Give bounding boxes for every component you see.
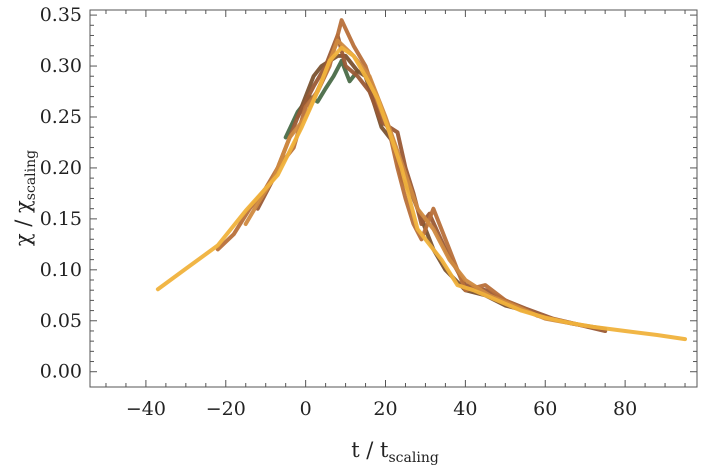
y-tick-label: 0.15 [40, 208, 82, 230]
y-tick-label: 0.05 [40, 310, 82, 332]
x-tick-label: 0 [300, 398, 312, 420]
y-tick-label: 0.10 [40, 259, 82, 281]
ticks [90, 10, 697, 387]
x-tick-label: −40 [126, 398, 166, 420]
y-tick-label: 0.20 [40, 157, 82, 179]
y-tick-label: 0.30 [40, 55, 82, 77]
series-layer [155, 18, 687, 342]
tick-labels: −40 −20 0 20 40 60 80 0.00 0.05 0.10 0.15 0.20 0.25 0… [40, 4, 638, 420]
x-tick-label: 60 [533, 398, 557, 420]
y-tick-label: 0.00 [40, 361, 82, 383]
x-tick-label: −20 [206, 398, 246, 420]
y-tick-label: 0.25 [40, 106, 82, 128]
x-tick-label: 20 [373, 398, 397, 420]
y-axis-label: χ / χscaling [11, 150, 39, 246]
series-line-3 [255, 33, 608, 333]
x-tick-label: 40 [453, 398, 477, 420]
x-tick-label: 80 [613, 398, 637, 420]
y-tick-label: 0.35 [40, 4, 82, 26]
x-axis-label: t / tscaling [351, 438, 439, 466]
series-line-5 [243, 38, 588, 328]
series-line-6 [155, 45, 687, 342]
series-line-2 [295, 53, 608, 331]
